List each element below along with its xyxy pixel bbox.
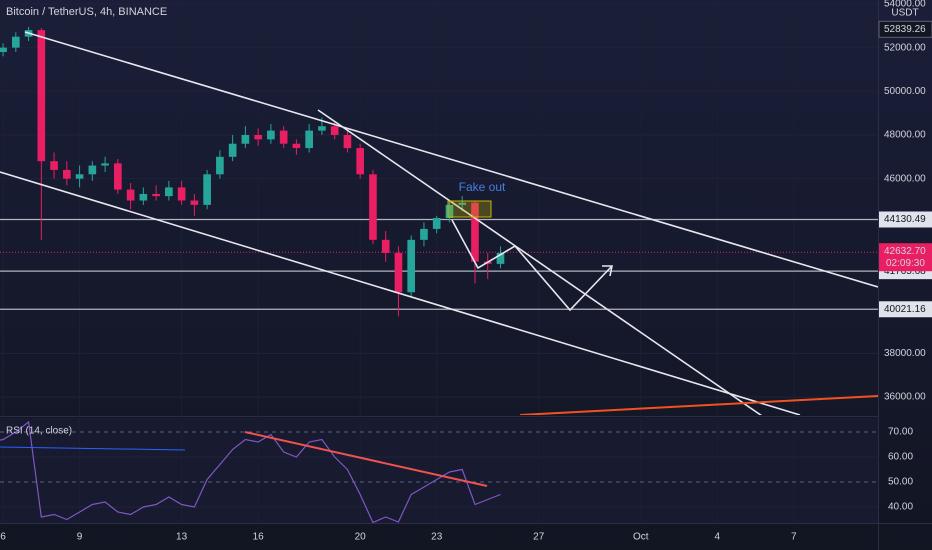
candle-body	[318, 126, 326, 131]
fake-out-box	[447, 200, 492, 218]
candle-body	[330, 126, 339, 135]
price-tag	[879, 301, 932, 318]
candle-body	[496, 252, 505, 264]
candle-body	[165, 187, 173, 197]
y-tick-label: 36000.00	[884, 392, 926, 403]
candle-body	[139, 193, 148, 201]
price-tag-label: 44130.49	[884, 214, 926, 225]
trend-line	[24, 31, 878, 288]
currency: USDT	[891, 8, 918, 19]
y-tick-label: 54000.00	[884, 0, 926, 10]
rsi	[0, 420, 501, 523]
price-tag	[879, 211, 932, 228]
candle-body	[50, 161, 58, 170]
y-tick-label: 38000.00	[884, 348, 926, 359]
y-tick-label: 48000.00	[884, 130, 926, 141]
candle-body	[63, 169, 71, 179]
rsi-title: RSI (14, close)	[6, 426, 72, 437]
candle-body	[279, 130, 288, 144]
candle-body	[381, 239, 390, 253]
candle-body	[445, 204, 454, 218]
drawings	[0, 31, 878, 415]
candle-body	[228, 143, 237, 157]
candle-body	[11, 36, 20, 48]
chart-title: Bitcoin / TetherUS, 4h, BINANCE	[6, 6, 167, 18]
x-tick-label: 7	[791, 532, 797, 543]
candle-body	[369, 174, 377, 240]
candle-body	[216, 156, 224, 175]
candles	[0, 26, 505, 317]
candle-body	[420, 228, 428, 240]
candle-body	[37, 30, 46, 162]
candle-body	[75, 174, 84, 179]
rsi-ma	[0, 446, 186, 451]
last-price-label: 42632.70	[884, 246, 926, 257]
x-tick-label: 4	[715, 532, 721, 543]
projection	[451, 219, 613, 312]
trend-line	[0, 171, 801, 415]
y-tick-label: 60.00	[888, 452, 913, 463]
last-price-tag	[879, 243, 932, 272]
candle-body	[177, 187, 186, 201]
rsi-line	[0, 420, 501, 523]
rsi-pane	[0, 418, 878, 523]
price-tag-label: 41765.68	[884, 266, 926, 277]
x-tick-label: 16	[253, 532, 265, 543]
support-line	[519, 395, 878, 415]
candle-body	[343, 134, 352, 149]
candle-body	[471, 202, 479, 262]
y-tick-label: 46000.00	[884, 173, 926, 184]
candle-body	[267, 130, 275, 140]
y-tick-label: 52000.00	[884, 42, 926, 53]
candle-body	[101, 163, 109, 166]
y-tick-label: 40.00	[888, 502, 913, 513]
candle-body	[203, 174, 211, 205]
x-tick-label: 6	[0, 532, 6, 543]
x-tick-label: 27	[533, 532, 545, 543]
x-tick-label: 20	[355, 532, 367, 543]
candle-body	[0, 47, 7, 52]
candle-body	[152, 193, 160, 197]
x-tick-label: Oct	[633, 532, 649, 543]
y-tick-label: 70.00	[888, 427, 913, 438]
candle-body	[356, 148, 365, 175]
candle-body	[88, 165, 97, 175]
candle-body	[190, 200, 199, 205]
candle-body	[407, 239, 416, 293]
high-tag	[878, 20, 932, 38]
grid	[0, 0, 878, 523]
candle-body	[126, 189, 135, 201]
candle-body	[305, 130, 313, 149]
candle-body	[394, 252, 403, 293]
trend-line	[317, 109, 763, 415]
candle-body	[458, 202, 467, 205]
countdown: 02:09:30	[886, 258, 925, 269]
y-tick-label: 50000.00	[884, 86, 926, 97]
candle-body	[241, 134, 250, 144]
candle-body	[254, 134, 262, 140]
candle-body	[432, 217, 441, 229]
high-tag-label: 52839.26	[884, 24, 926, 35]
candle-body	[292, 143, 301, 149]
arrow-head	[602, 265, 613, 277]
x-tick-label: 9	[77, 532, 83, 543]
annotation: Fake out	[459, 180, 506, 194]
x-tick-label: 13	[176, 532, 188, 543]
y-tick-label: 50.00	[888, 477, 913, 488]
price-tag-label: 40021.16	[884, 304, 926, 315]
price-tags: 44130.49 41765.68 40021.16 42632.7002:09:30…	[878, 20, 932, 318]
x-tick-label: 23	[431, 532, 443, 543]
candle-body	[114, 163, 122, 190]
rsi-trend-line	[244, 431, 488, 487]
